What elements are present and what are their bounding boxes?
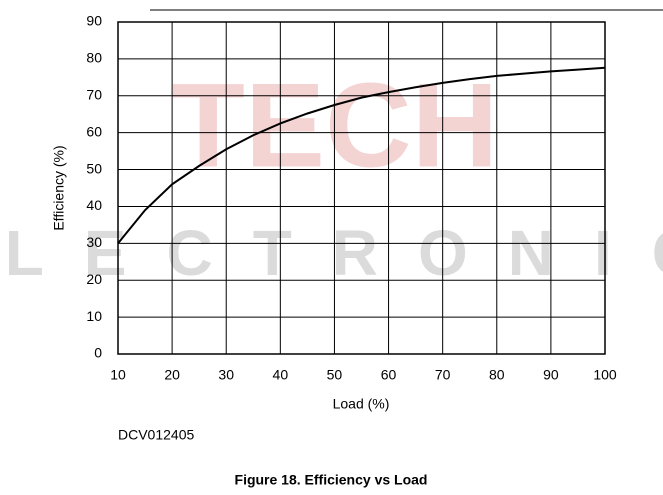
y-tick-label: 40 — [86, 197, 102, 213]
y-tick-label: 0 — [94, 345, 102, 361]
y-tick-label: 30 — [86, 234, 102, 250]
y-tick-label: 80 — [86, 50, 102, 66]
data-line — [117, 66, 606, 244]
watermark-bottom: ELECTRONIC — [0, 217, 663, 289]
x-tick-label: 90 — [543, 367, 559, 383]
watermark-top: TECH — [172, 59, 499, 193]
x-tick-label: 10 — [110, 367, 126, 383]
plot-frame — [117, 21, 606, 355]
x-tick-label: 100 — [593, 367, 617, 383]
y-tick-label: 50 — [86, 160, 102, 176]
x-tick-label: 20 — [164, 367, 180, 383]
y-tick-label: 70 — [86, 86, 102, 102]
x-tick-label: 60 — [381, 367, 397, 383]
y-tick-label: 90 — [86, 13, 102, 29]
x-tick-label: 70 — [435, 367, 451, 383]
y-tick-label: 60 — [86, 123, 102, 139]
plot: 0 10 20 30 40 50 60 70 80 90 10 20 30 40 50 60 70 80 90 100 — [86, 13, 616, 383]
x-tick-label: 80 — [489, 367, 505, 383]
x-axis-label: Load (%) — [333, 396, 390, 412]
y-tick-label: 20 — [86, 271, 102, 287]
caption: Figure 18. Efficiency vs Load — [235, 472, 428, 488]
figure-id: DCV012405 — [118, 427, 194, 443]
x-tick-label: 30 — [218, 367, 234, 383]
x-tick-label: 50 — [327, 367, 343, 383]
y-tick-label: 10 — [86, 308, 102, 324]
x-tick-label: 40 — [273, 367, 289, 383]
y-axis-label: Efficiency (%) — [51, 145, 67, 230]
